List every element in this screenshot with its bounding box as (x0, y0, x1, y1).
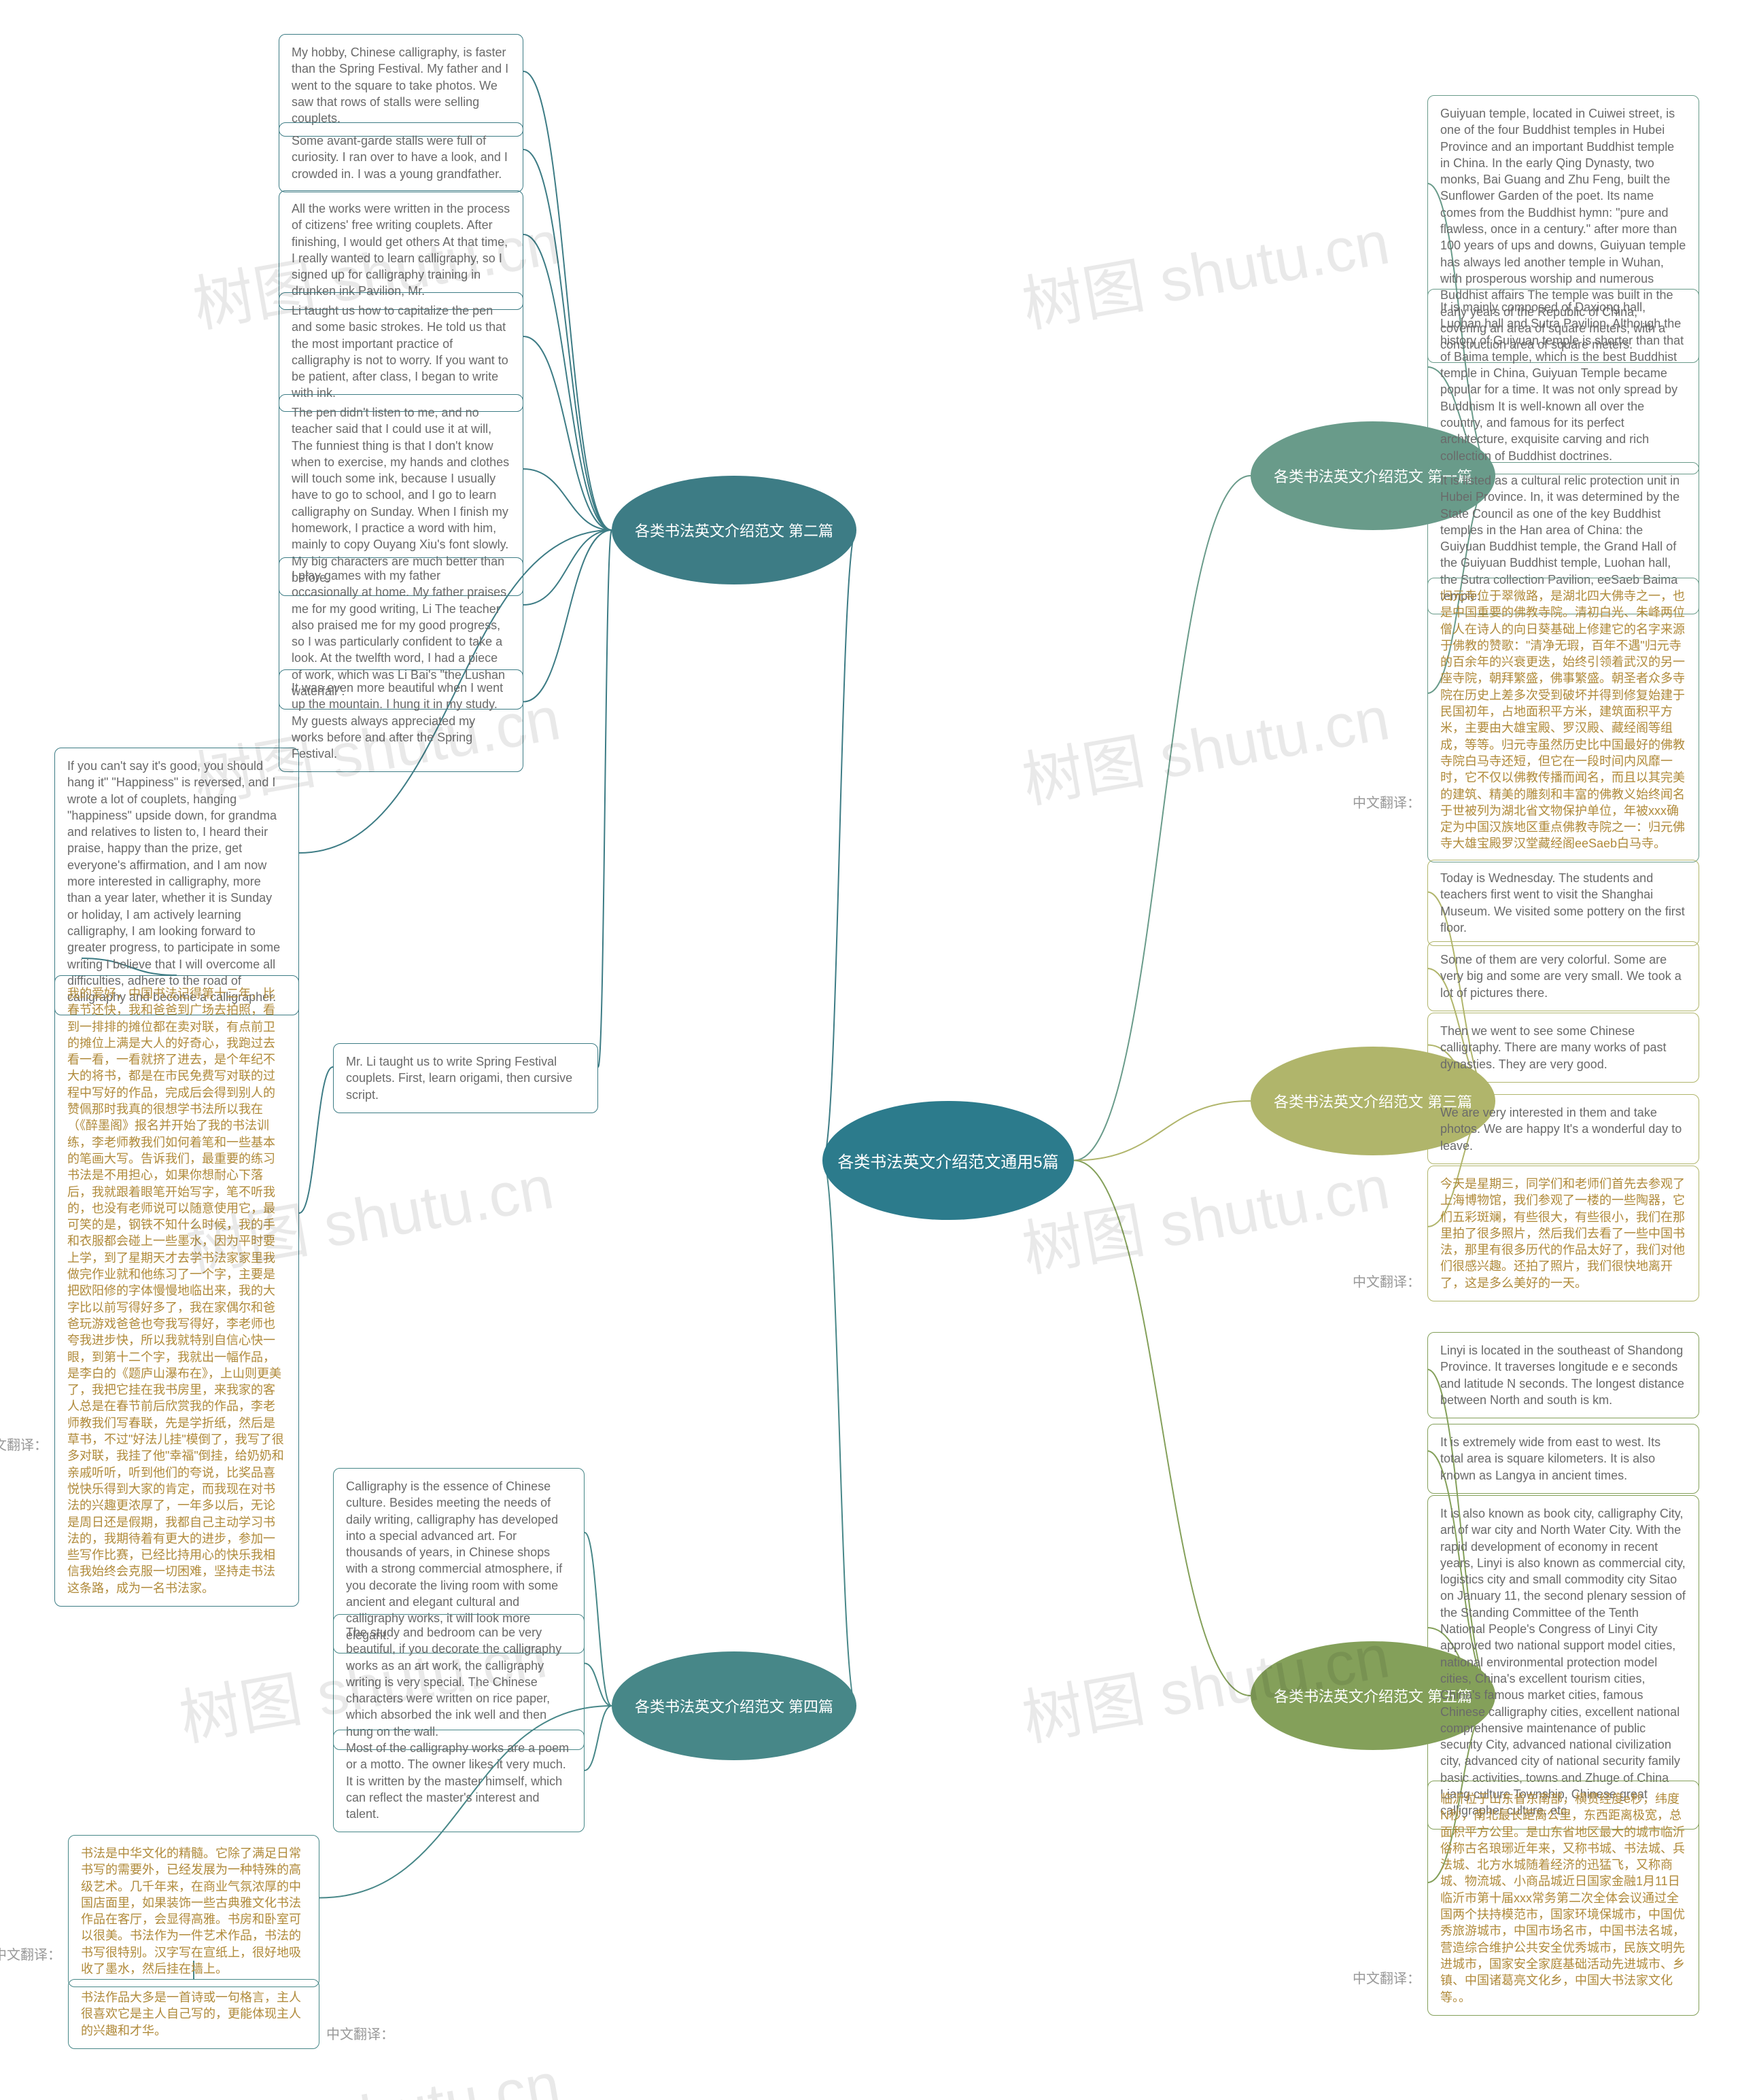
center-topic[interactable]: 各类书法英文介绍范文通用5篇 (822, 1101, 1074, 1220)
leaf-b5-0: Linyi is located in the southeast of Sha… (1427, 1332, 1699, 1418)
translation-label-b1: 中文翻译： (1346, 792, 1421, 811)
branch-bubble-b4[interactable]: 各类书法英文介绍范文 第四篇 (612, 1651, 856, 1760)
translation-label-b3: 中文翻译： (1346, 1271, 1421, 1291)
leaf-b2-1: Some avant-garde stalls were full of cur… (279, 122, 523, 192)
translation2-label-b4: 中文翻译： (326, 2023, 401, 2043)
leaf-b2-mid: Mr. Li taught us to write Spring Festiva… (333, 1043, 598, 1113)
branch-bubble-b2[interactable]: 各类书法英文介绍范文 第二篇 (612, 476, 856, 584)
translation-b4: 书法是中华文化的精髓。它除了满足日常书写的需要外，已经发展为一种特殊的高级艺术。… (68, 1835, 319, 1987)
translation-b3: 今天是星期三，同学们和老师们首先去参观了上海博物馆，我们参观了一楼的一些陶器，它… (1427, 1166, 1699, 1301)
watermark: 树图 shutu.cn (1015, 669, 1395, 820)
translation-label-b4: 中文翻译： (0, 1944, 61, 1963)
leaf-b2-6: It was even more beautiful when I went u… (279, 669, 523, 772)
leaf-b5-1: It is extremely wide from east to west. … (1427, 1424, 1699, 1494)
translation-label-b2: 中文翻译： (0, 1434, 48, 1454)
translation-b1: 归元寺位于翠微路，是湖北四大佛寺之一，也是中国重要的佛教寺院。清初白光、朱峰两位… (1427, 578, 1699, 862)
leaf-b3-0: Today is Wednesday. The students and tea… (1427, 860, 1699, 946)
watermark: 树图 shutu.cn (1015, 193, 1395, 345)
leaf-b3-2: Then we went to see some Chinese calligr… (1427, 1013, 1699, 1083)
leaf-b3-1: Some of them are very colorful. Some are… (1427, 941, 1699, 1011)
translation-label-b5: 中文翻译： (1346, 1967, 1421, 1987)
leaf-b5-2: It is also known as book city, calligrap… (1427, 1495, 1699, 1830)
leaf-b4-2: Most of the calligraphy works are a poem… (333, 1730, 585, 1832)
leaf-b3-3: We are very interested in them and take … (1427, 1094, 1699, 1164)
translation-b5: 临沂位于山东省东南部，横贯经度e秒，纬度N秒，南北最长距离公里，东西距离极宽，总… (1427, 1781, 1699, 2016)
leaf-b2-0: My hobby, Chinese calligraphy, is faster… (279, 34, 523, 137)
translation2-b4: 书法作品大多是一首诗或一句格言，主人很喜欢它是主人自己写的，更能体现主人的兴趣和… (68, 1979, 319, 2049)
mindmap-stage: 各类书法英文介绍范文通用5篇各类书法英文介绍范文 第一篇Guiyuan temp… (0, 0, 1740, 2100)
leaf-b1-1: It is mainly composed of Daxiong hall, L… (1427, 289, 1699, 474)
translation-b2: 我的爱好，中国书法记得第十二年，比春节还快，我和爸爸到广场去拍照，看到一排排的摊… (54, 975, 299, 1607)
